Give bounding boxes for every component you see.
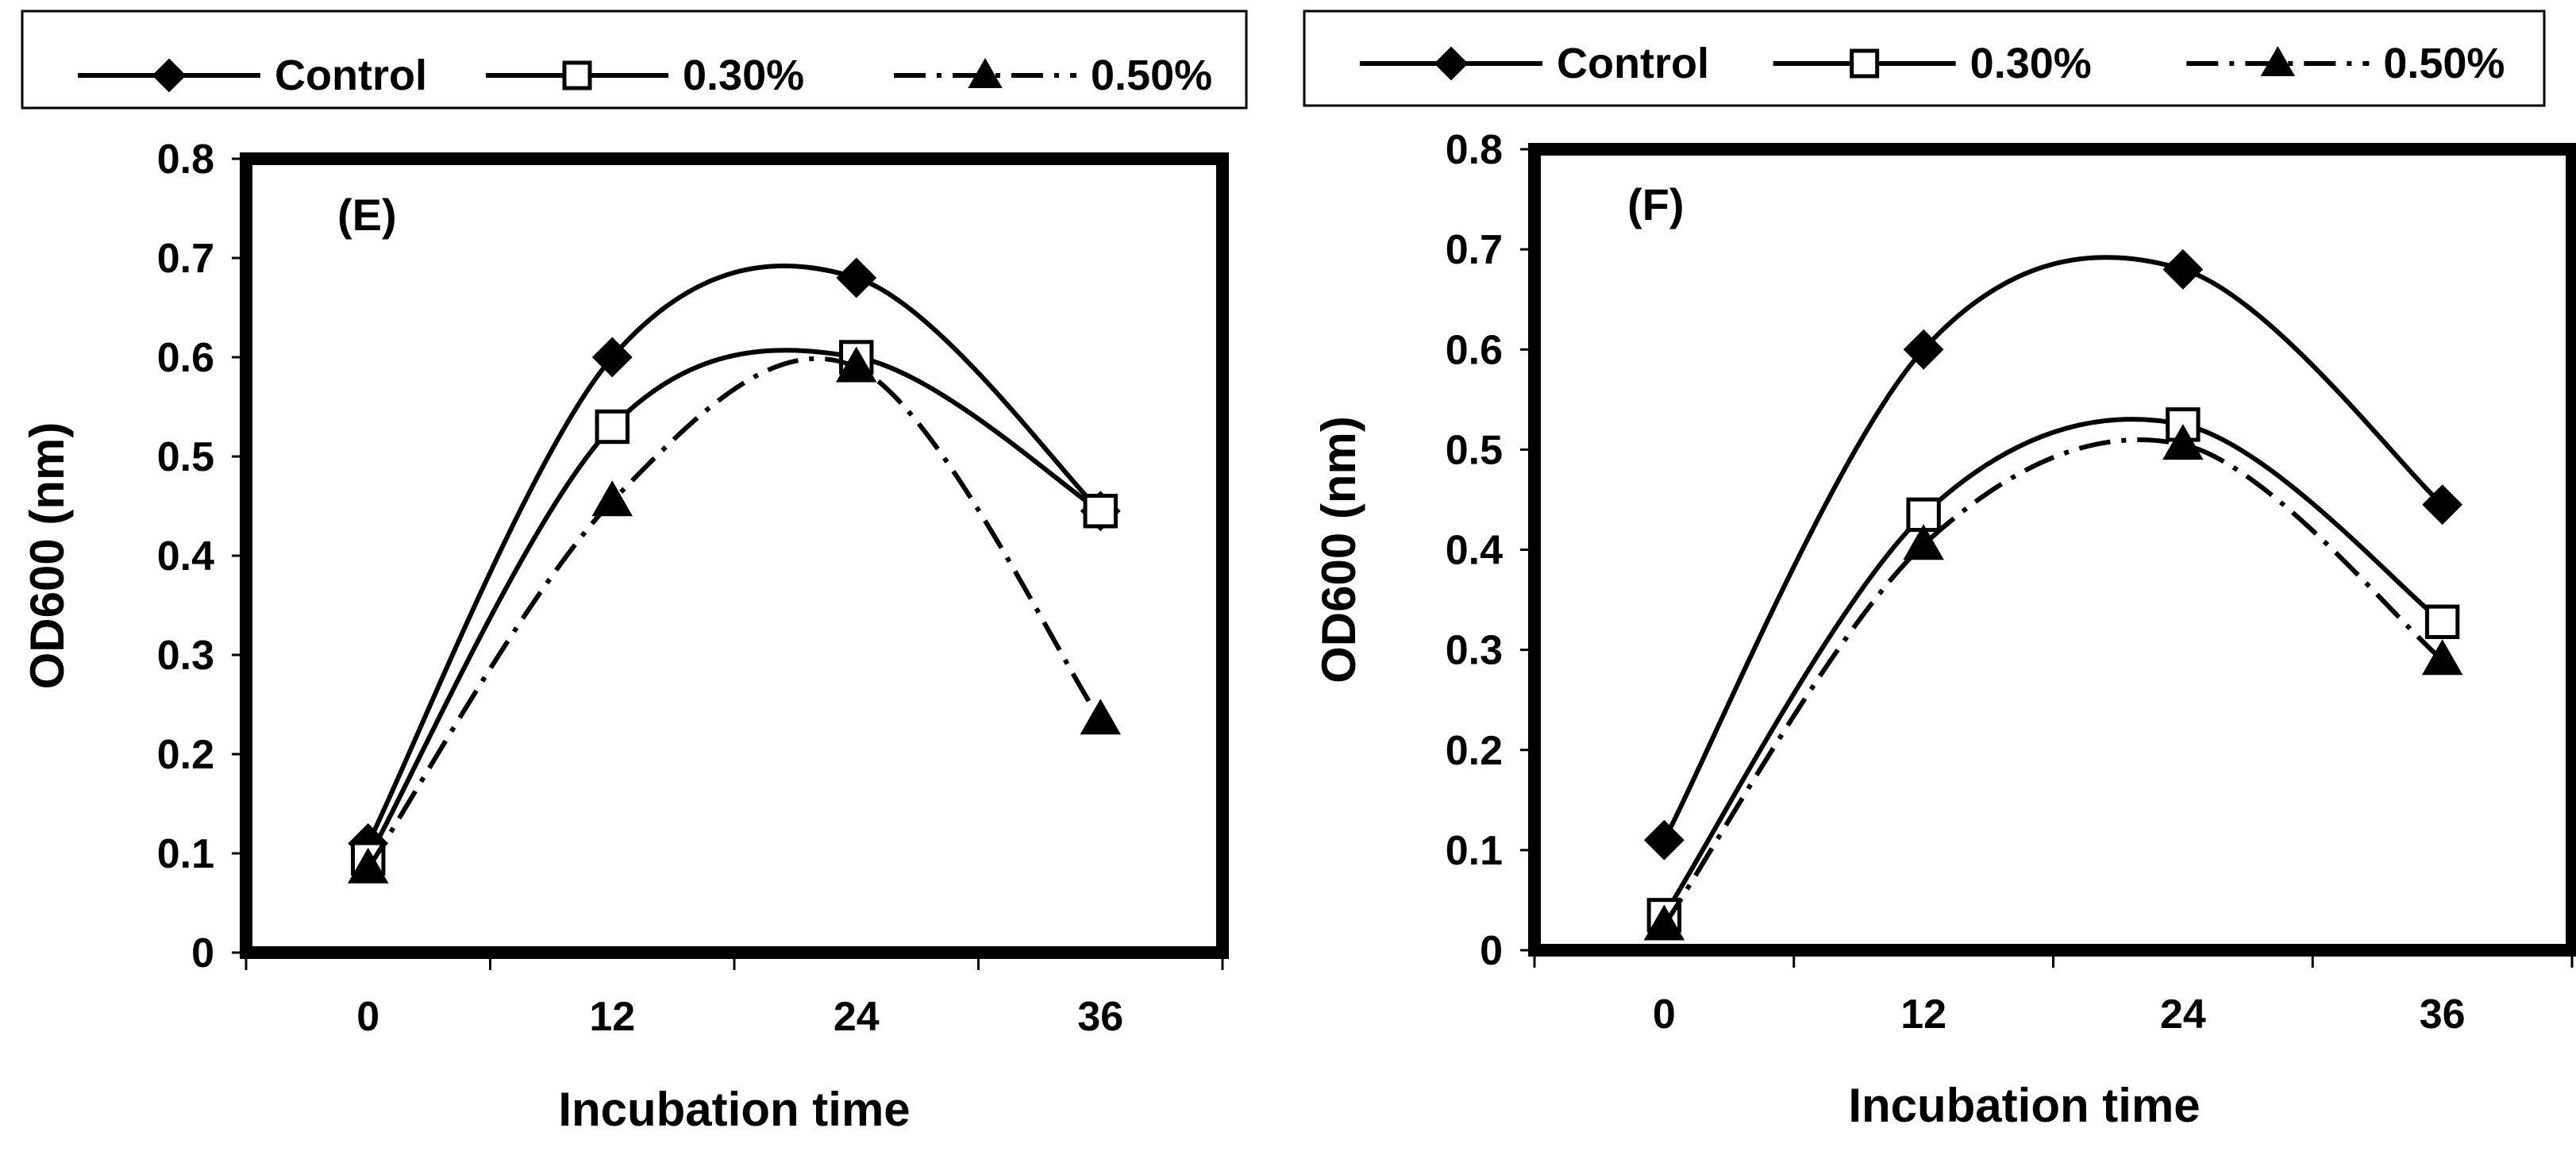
x-tick-label: 12 (589, 994, 635, 1040)
legend-marker (2260, 45, 2296, 76)
plot-area-border (1528, 143, 2576, 957)
x-axis-title: Incubation time (558, 1083, 910, 1136)
legend-box (21, 10, 1248, 110)
series-Control (1643, 248, 2463, 861)
series-line (1662, 255, 2444, 841)
legend-box (1303, 10, 2546, 107)
chart-panel-1: Control 0.30% 0.50% 0 0.1 0.2 0.3 0.4 0.5 0.6 0.7 0… (21, 10, 1248, 1136)
legend-label: 0.50% (2383, 40, 2505, 87)
data-point (1080, 699, 1121, 735)
y-tick-label: 0.5 (1446, 427, 1503, 473)
y-axis-title: OD600 (nm) (1312, 416, 1365, 683)
data-point (1643, 819, 1685, 861)
data-point (1903, 329, 1944, 370)
series-0.30% (1646, 407, 2460, 933)
y-tick-label: 0 (1480, 928, 1503, 974)
data-point (836, 346, 877, 383)
y-tick-label: 0.7 (157, 236, 214, 282)
y-tick-label: 0.6 (157, 335, 214, 381)
data-point (836, 257, 877, 298)
series-line (1662, 437, 2444, 927)
y-tick-label: 0.1 (1446, 828, 1503, 874)
legend-marker (562, 60, 592, 90)
x-tick-label: 36 (2420, 992, 2466, 1038)
y-tick-label: 0.8 (1446, 127, 1503, 173)
legend: Control 0.30% 0.50% (1303, 10, 2546, 107)
legend: Control 0.30% 0.50% (21, 10, 1248, 110)
legend-item: 0.30% (1773, 40, 2092, 87)
data-point (2162, 424, 2204, 460)
y-tick-label: 0.7 (1446, 227, 1503, 273)
legend-item: 0.30% (486, 52, 804, 99)
legend-label: 0.30% (683, 52, 804, 99)
x-tick-label: 24 (834, 994, 880, 1040)
data-point (348, 847, 389, 884)
series-line (366, 356, 1103, 870)
y-tick-label: 0.8 (157, 137, 214, 183)
series-line (366, 263, 1103, 845)
legend-item: 0.50% (894, 52, 1212, 99)
x-tick-label: 0 (356, 994, 379, 1040)
legend-label: 0.50% (1091, 52, 1212, 99)
series-line (1662, 417, 2444, 917)
y-tick-label: 0.4 (1446, 528, 1503, 574)
y-tick-label: 0.3 (157, 633, 214, 679)
y-tick-label: 0.2 (1446, 728, 1503, 774)
y-tick-label: 0.2 (157, 732, 214, 778)
y-tick-label: 0.1 (157, 831, 214, 877)
legend-label: Control (275, 52, 427, 99)
y-tick-label: 0.5 (157, 434, 214, 480)
data-point (595, 409, 630, 445)
legend-marker (152, 58, 187, 93)
data-point (591, 480, 633, 517)
data-point (591, 337, 633, 378)
panel-label: (E) (337, 190, 397, 240)
series-Control (348, 257, 1121, 864)
chart-panel-2: Control 0.30% 0.50% 0 0.1 0.2 0.3 0.4 0.5 0.6 0.7 0… (1303, 10, 2576, 1132)
legend-marker (968, 57, 1003, 88)
data-point (2162, 248, 2204, 290)
y-tick-label: 0.4 (157, 533, 214, 580)
plot-area-border (240, 152, 1229, 959)
y-tick-label: 0.3 (1446, 628, 1503, 674)
legend-item: Control (78, 52, 427, 99)
series-line (366, 348, 1102, 860)
data-point (1903, 524, 1944, 560)
x-tick-label: 0 (1653, 992, 1676, 1038)
x-axis-title: Incubation time (1848, 1079, 2200, 1132)
data-point (2424, 604, 2460, 640)
series-0.50% (348, 346, 1121, 884)
legend-marker (1434, 46, 1469, 81)
data-point (1083, 494, 1118, 529)
legend-label: 0.30% (1970, 40, 2092, 87)
legend-marker (1850, 48, 1880, 79)
data-point (2421, 639, 2463, 676)
x-tick-label: 24 (2160, 992, 2206, 1038)
data-point (1643, 904, 1685, 941)
y-tick-label: 0 (191, 930, 214, 976)
x-tick-label: 36 (1077, 994, 1123, 1040)
y-axis-title: OD600 (nm) (21, 422, 74, 690)
data-point (2422, 484, 2463, 526)
legend-item: 0.50% (2186, 40, 2505, 87)
series-0.30% (351, 340, 1118, 876)
panel-label: (F) (1627, 179, 1685, 229)
series-0.50% (1643, 424, 2463, 941)
legend-label: Control (1557, 40, 1709, 87)
y-tick-label: 0.6 (1446, 327, 1503, 373)
legend-item: Control (1360, 40, 1709, 87)
x-tick-label: 12 (1900, 992, 1946, 1038)
